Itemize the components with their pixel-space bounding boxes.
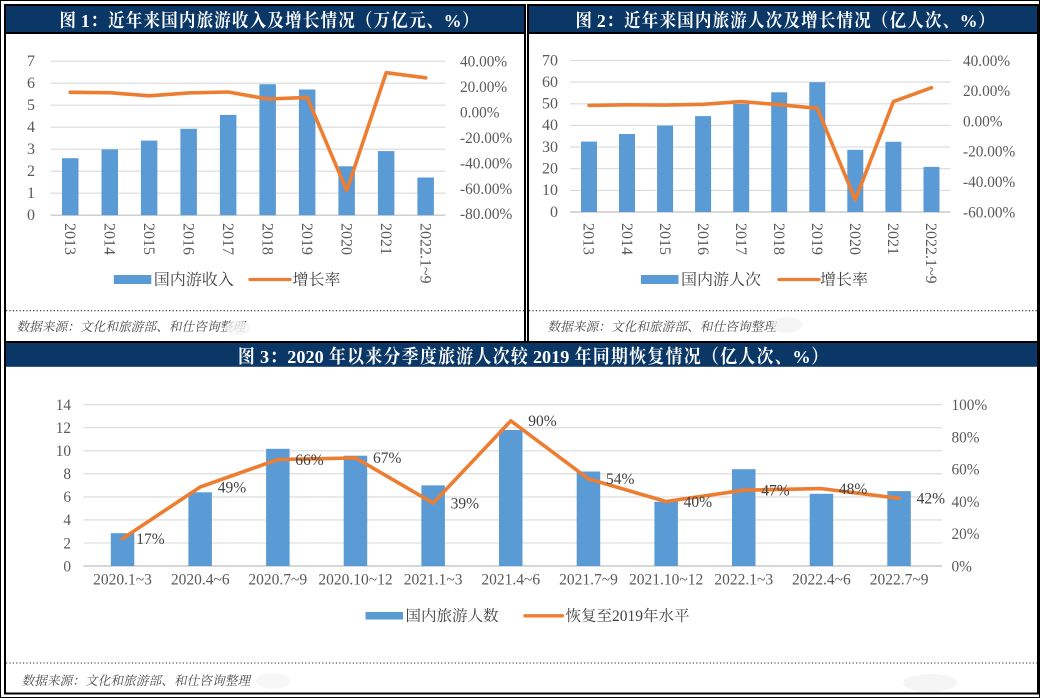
svg-text:2: 2 <box>593 11 606 31</box>
svg-text:2021.1~3: 2021.1~3 <box>404 572 463 589</box>
svg-text:66%: 66% <box>295 452 324 469</box>
svg-text:2021.4~6: 2021.4~6 <box>481 572 540 589</box>
svg-text:2014: 2014 <box>618 223 635 255</box>
svg-text:4: 4 <box>27 119 35 136</box>
svg-text:2020.7~9: 2020.7~9 <box>248 572 307 589</box>
svg-text:20.00%: 20.00% <box>963 83 1010 100</box>
svg-text:7: 7 <box>27 53 35 70</box>
svg-text:2021: 2021 <box>884 223 901 255</box>
svg-text:0: 0 <box>63 558 71 575</box>
svg-text:2020.1~3: 2020.1~3 <box>93 572 152 589</box>
svg-text:49%: 49% <box>218 479 247 496</box>
svg-text:2019: 2019 <box>528 347 573 367</box>
svg-text:2022.1~9: 2022.1~9 <box>416 223 433 284</box>
svg-text:2020.10~12: 2020.10~12 <box>318 572 392 589</box>
svg-text:2: 2 <box>63 535 71 552</box>
svg-text:70: 70 <box>542 52 558 69</box>
svg-text:40.00%: 40.00% <box>460 54 507 71</box>
svg-text:3: 3 <box>27 141 35 158</box>
svg-text:2022.4~6: 2022.4~6 <box>792 572 851 589</box>
svg-text:90%: 90% <box>528 413 557 430</box>
svg-text:2020.4~6: 2020.4~6 <box>171 572 230 589</box>
svg-text:2014: 2014 <box>100 223 117 255</box>
svg-text:%: % <box>792 347 810 367</box>
svg-text:50: 50 <box>542 96 558 113</box>
svg-text:20.00%: 20.00% <box>460 79 507 96</box>
svg-text:-40.00%: -40.00% <box>963 174 1016 191</box>
svg-text:2013: 2013 <box>580 223 597 255</box>
svg-text:39%: 39% <box>451 495 480 512</box>
svg-text:2022.7~9: 2022.7~9 <box>870 572 929 589</box>
svg-text:2016: 2016 <box>694 223 711 255</box>
svg-text:0%: 0% <box>952 558 973 575</box>
svg-text:42%: 42% <box>917 491 946 508</box>
svg-text:12: 12 <box>56 420 71 437</box>
svg-text:2015: 2015 <box>140 223 157 255</box>
svg-text:10: 10 <box>56 443 72 460</box>
svg-text:2019: 2019 <box>808 223 825 255</box>
svg-text:14: 14 <box>56 397 72 414</box>
svg-text:0.00%: 0.00% <box>460 104 500 121</box>
svg-text:30: 30 <box>542 139 558 156</box>
svg-text:%: % <box>960 11 978 31</box>
svg-text:1: 1 <box>77 11 90 31</box>
svg-text:8: 8 <box>63 466 71 483</box>
svg-text:80%: 80% <box>952 429 980 446</box>
svg-text:60: 60 <box>542 74 558 91</box>
svg-text:-80.00%: -80.00% <box>460 206 513 223</box>
svg-text:2013: 2013 <box>61 223 78 255</box>
svg-text:%: % <box>444 11 462 31</box>
svg-text:-60.00%: -60.00% <box>460 181 513 198</box>
svg-text:67%: 67% <box>373 450 402 467</box>
svg-text:4: 4 <box>63 512 71 529</box>
svg-text:20: 20 <box>542 161 558 178</box>
svg-text:2022.1~9: 2022.1~9 <box>922 223 939 284</box>
svg-text:2019: 2019 <box>612 608 643 625</box>
svg-text:0.00%: 0.00% <box>963 113 1003 130</box>
svg-text:2: 2 <box>27 163 35 180</box>
svg-text:2022.1~3: 2022.1~3 <box>714 572 773 589</box>
svg-text:2021.10~12: 2021.10~12 <box>629 572 703 589</box>
svg-text:-20.00%: -20.00% <box>963 144 1016 161</box>
svg-text:2020: 2020 <box>337 223 354 255</box>
svg-text:60%: 60% <box>952 462 980 479</box>
svg-text:40%: 40% <box>952 494 980 511</box>
svg-text:-40.00%: -40.00% <box>460 155 513 172</box>
svg-text:40.00%: 40.00% <box>963 53 1010 70</box>
svg-text:2018: 2018 <box>770 223 787 255</box>
svg-text:2018: 2018 <box>258 223 275 255</box>
svg-text:2020: 2020 <box>846 223 863 255</box>
svg-text:-20.00%: -20.00% <box>460 130 513 147</box>
svg-text:2020: 2020 <box>287 347 328 367</box>
svg-text:100%: 100% <box>952 397 988 414</box>
svg-text:0: 0 <box>550 204 558 221</box>
svg-text:10: 10 <box>542 182 558 199</box>
svg-text:3: 3 <box>255 347 269 367</box>
svg-text:17%: 17% <box>136 531 165 548</box>
svg-text:5: 5 <box>27 97 35 114</box>
svg-text:2021.7~9: 2021.7~9 <box>559 572 618 589</box>
svg-text:2019: 2019 <box>298 223 315 255</box>
svg-text:0: 0 <box>27 207 35 224</box>
svg-text:6: 6 <box>27 75 35 92</box>
svg-text:1: 1 <box>27 185 35 202</box>
svg-text:40%: 40% <box>684 494 713 511</box>
svg-text:2015: 2015 <box>656 223 673 255</box>
svg-text:48%: 48% <box>839 481 868 498</box>
svg-text:6: 6 <box>63 489 71 506</box>
svg-text:2017: 2017 <box>732 223 749 255</box>
svg-text:2017: 2017 <box>219 223 236 255</box>
svg-text:54%: 54% <box>606 471 635 488</box>
svg-text:2016: 2016 <box>179 223 196 255</box>
svg-text:40: 40 <box>542 117 558 134</box>
svg-text:2021: 2021 <box>377 223 394 255</box>
svg-text:20%: 20% <box>952 526 980 543</box>
svg-text:-60.00%: -60.00% <box>963 204 1016 221</box>
svg-text:47%: 47% <box>761 483 790 500</box>
